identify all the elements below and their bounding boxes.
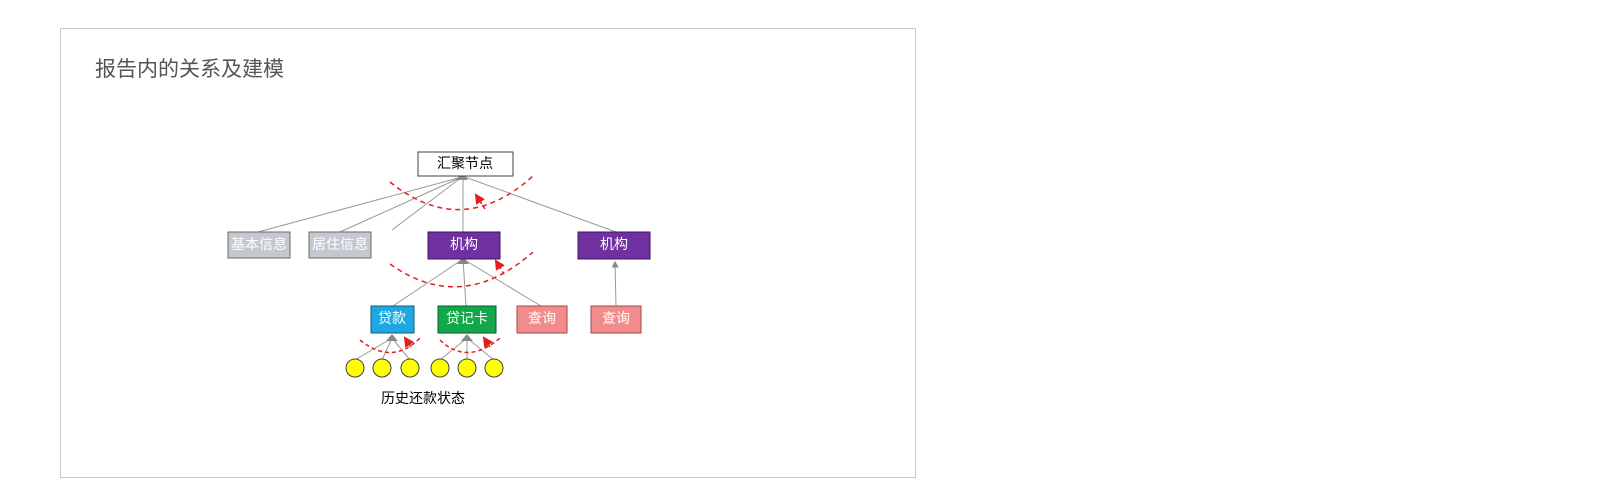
- edges-to-root: [257, 176, 617, 233]
- attention-arrow-institution: [494, 259, 505, 275]
- node-query-2-label: 查询: [602, 311, 630, 327]
- node-root: 汇聚节点: [417, 151, 514, 177]
- edge-basic-info-root: [257, 176, 463, 233]
- node-root-label: 汇聚节点: [437, 156, 493, 172]
- state-circle: [484, 358, 504, 378]
- attention-arc-root: [389, 175, 534, 211]
- node-debit-card: 贷记卡: [437, 305, 497, 334]
- attention-arc-debit-card: [439, 337, 501, 354]
- node-institution-2: 机构: [577, 231, 651, 260]
- state-circle: [430, 358, 450, 378]
- attention-arrow-loan: [403, 336, 415, 348]
- debit-card-arrowhead: [461, 334, 473, 341]
- institution-1-arrowhead: [457, 256, 469, 264]
- edges-to-institution-1: [392, 258, 542, 307]
- node-institution-1-label: 机构: [450, 237, 478, 253]
- state-circle: [345, 358, 365, 378]
- loan-arrowhead: [386, 334, 398, 341]
- node-basic-info: 基本信息: [227, 231, 291, 259]
- edge-debit-card-institution-1: [462, 258, 467, 307]
- edge-query-2-institution-2: [611, 260, 619, 307]
- node-institution-2-label: 机构: [600, 237, 628, 253]
- node-debit-card-label: 贷记卡: [446, 311, 488, 327]
- repayment-state-circles: [345, 358, 504, 378]
- node-residence-info-label: 居住信息: [312, 236, 368, 253]
- edge-query-1-institution-1: [462, 258, 542, 307]
- edge-loan-institution-1: [392, 258, 464, 307]
- repayment-caption: 历史还款状态: [381, 391, 465, 407]
- node-query-1-label: 查询: [528, 311, 556, 327]
- edge-residence-info-root: [339, 176, 463, 233]
- attention-arrow-debit-card: [482, 336, 494, 348]
- node-institution-1: 机构: [427, 231, 501, 260]
- edges-to-loan: [354, 337, 411, 361]
- state-circle: [372, 358, 392, 378]
- node-loan: 贷款: [370, 305, 415, 334]
- node-residence-info: 居住信息: [308, 231, 372, 259]
- state-circle: [457, 358, 477, 378]
- slide-title: 报告内的关系及建模: [95, 57, 284, 81]
- attention-arc-loan: [359, 337, 421, 354]
- attention-arrow-root: [474, 193, 486, 210]
- node-query-2: 查询: [590, 305, 642, 334]
- node-query-1: 查询: [516, 305, 568, 334]
- edge-institution-2-root: [464, 176, 617, 233]
- node-loan-label: 贷款: [378, 311, 406, 327]
- state-circle: [400, 358, 420, 378]
- edge-extra-root: [391, 176, 463, 231]
- attention-arc-institution: [389, 251, 534, 288]
- node-basic-info-label: 基本信息: [231, 236, 287, 253]
